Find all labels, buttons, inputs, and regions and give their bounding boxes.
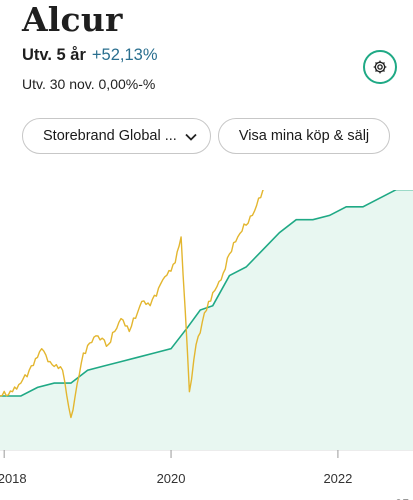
fund-select-label: Storebrand Global ... — [43, 128, 177, 144]
page-title: Alcur — [22, 0, 123, 39]
settings-button[interactable] — [363, 50, 397, 84]
change-label: Utv. 5 år — [22, 46, 86, 64]
x-tick-label: 2018 — [0, 471, 27, 486]
since-date-change: Utv. 30 nov. 0,00%-% — [22, 76, 155, 92]
show-trades-button[interactable]: Visa mina köp & sälj — [218, 118, 390, 154]
gear-icon — [373, 60, 387, 74]
since-label: Utv. 30 nov. — [22, 76, 95, 92]
fund-select[interactable]: Storebrand Global ... — [22, 118, 211, 154]
comparison-area — [0, 190, 413, 450]
fund-series-line — [0, 190, 264, 419]
x-tick-label: 2022 — [323, 471, 352, 486]
y-tick-label: -25 — [391, 497, 410, 500]
change-value: +52,13% — [91, 46, 158, 64]
show-trades-label: Visa mina köp & sälj — [238, 128, 370, 144]
chevron-down-icon — [185, 133, 197, 141]
since-value: 0,00%-% — [98, 76, 156, 92]
five-year-change: Utv. 5 år +52,13% — [22, 46, 158, 65]
x-tick-label: 2020 — [157, 471, 186, 486]
